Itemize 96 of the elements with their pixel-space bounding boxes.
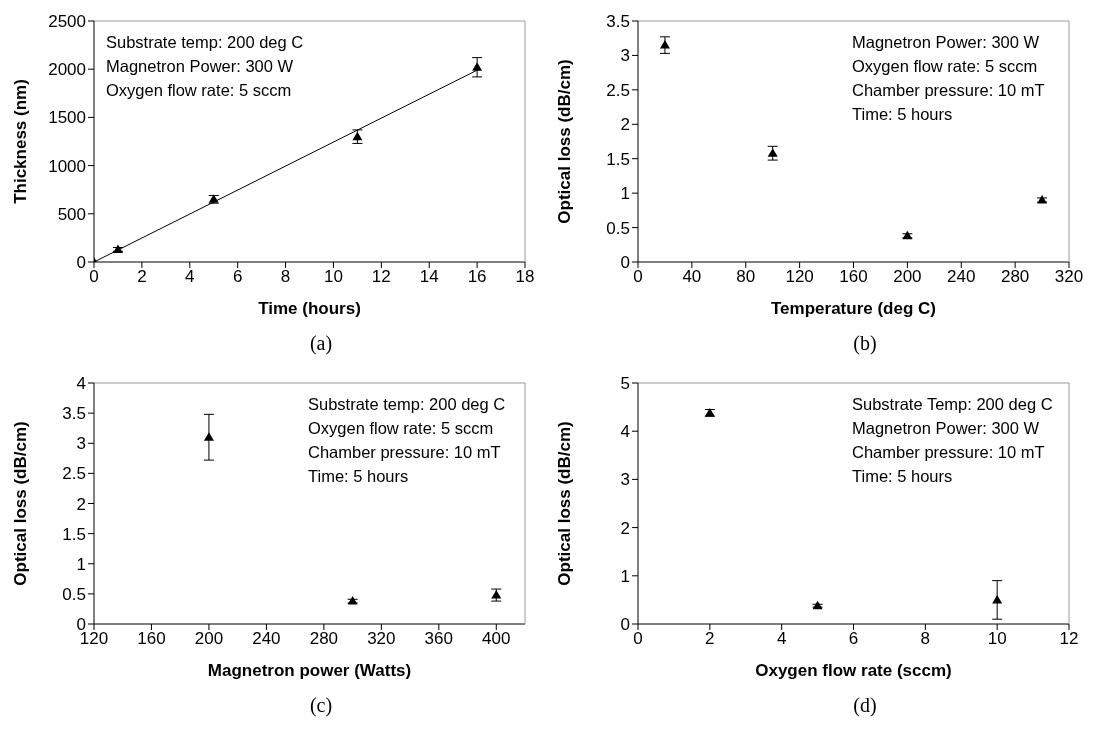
x-tick-label: 4: [185, 267, 195, 287]
y-tick-label: 2.5: [606, 80, 630, 100]
point: [112, 244, 123, 253]
x-tick-label: 16: [467, 267, 487, 287]
y-tick-label: 1: [76, 554, 86, 574]
y-tick-label: 2: [76, 494, 86, 514]
y-tick-label: 2: [620, 518, 630, 538]
x-tick-label: 18: [515, 267, 535, 287]
x-axis-title: Oxygen flow rate (sccm): [755, 661, 952, 680]
x-tick-label: 2: [705, 629, 715, 649]
y-axis-title: Optical loss (dB/cm): [555, 59, 575, 224]
y-tick-label: 1.5: [606, 149, 630, 169]
x-tick-label: 6: [848, 629, 859, 649]
annotation: Time: 5 hours: [852, 104, 954, 125]
text: (b): [852, 332, 878, 355]
point: [902, 230, 913, 240]
point: [472, 62, 483, 71]
y-tick-label: 0.5: [606, 218, 630, 238]
x-tick-label: 280: [1000, 267, 1030, 287]
x-tick-label: 200: [893, 267, 922, 287]
x-tick-label: 0: [633, 629, 643, 649]
x-tick-label: 360: [424, 629, 453, 649]
y-tick-label: 2000: [48, 60, 86, 80]
annotation: Oxygen flow rate: 5 sccm: [308, 418, 495, 439]
x-tick-label: 160: [839, 267, 868, 287]
y-tick-label: 500: [57, 204, 86, 224]
y-tick-label: 1: [620, 566, 630, 586]
x-tick-label: 10: [323, 267, 343, 287]
point: [767, 148, 778, 157]
x-axis-title: Temperature (deg C): [771, 299, 936, 318]
x-tick-label: 280: [309, 629, 339, 649]
x-axis-title: Time (hours): [258, 299, 361, 318]
x-tick-label: 4: [776, 629, 787, 649]
y-tick-label: 3.5: [606, 12, 630, 32]
x-tick-label: 80: [736, 267, 756, 287]
x-tick-label: 6: [232, 267, 243, 287]
y-tick-label: 1000: [48, 156, 86, 176]
x-tick-label: 120: [785, 267, 814, 287]
x-tick-label: 200: [194, 629, 224, 649]
point: [992, 594, 1003, 604]
text: (c): [308, 694, 334, 717]
x-tick-label: 400: [482, 629, 511, 649]
annotation: Chamber pressure: 10 mT: [852, 442, 1046, 463]
annotation: Chamber pressure: 10 mT: [308, 442, 502, 463]
y-tick-label: 4: [76, 374, 86, 394]
annotation: Time: 5 hours: [308, 466, 410, 487]
y-tick-label: 3: [620, 470, 630, 490]
y-axis-title: Thickness (nm): [11, 79, 31, 204]
x-tick-label: 0: [633, 267, 643, 287]
annotation: Magnetron Power: 300 W: [852, 32, 1041, 53]
annotation: Substrate Temp: 200 deg C: [852, 394, 1053, 415]
y-tick-label: 2: [620, 115, 630, 135]
point: [659, 40, 670, 49]
y-tick-label: 0: [76, 253, 86, 273]
y-tick-label: 3.5: [62, 404, 86, 424]
point: [203, 432, 214, 441]
y-tick-label: 2.5: [62, 464, 86, 484]
y-axis-title: Optical loss (dB/cm): [11, 421, 31, 586]
x-tick-label: 14: [419, 267, 439, 287]
y-tick-label: 4: [620, 422, 630, 442]
x-tick-label: 320: [367, 629, 396, 649]
y-axis-title: Optical loss (dB/cm): [555, 421, 575, 586]
x-tick-label: 240: [947, 267, 976, 287]
annotation: Chamber pressure: 10 mT: [852, 80, 1045, 101]
y-tick-label: 0: [620, 615, 630, 635]
x-tick-label: 160: [137, 629, 166, 649]
x-tick-label: 10: [987, 629, 1007, 649]
text: (d): [852, 694, 878, 717]
annotation: Oxygen flow rate: 5 sccm: [106, 80, 293, 101]
annotation: Substrate temp: 200 deg C: [106, 32, 304, 53]
x-tick-label: 2: [137, 267, 147, 287]
x-tick-label: 12: [1059, 629, 1079, 649]
annotation: Time: 5 hours: [852, 466, 954, 487]
x-axis-title: Magnetron power (Watts): [207, 661, 412, 680]
annotation: Magnetron Power: 300 W: [106, 56, 295, 77]
annotation: Oxygen flow rate: 5 sccm: [852, 56, 1039, 77]
x-tick-label: 320: [1054, 267, 1084, 287]
x-tick-label: 8: [920, 629, 931, 649]
text: (a): [308, 332, 334, 355]
y-tick-label: 1500: [48, 108, 86, 128]
y-tick-label: 0.5: [62, 584, 86, 604]
y-tick-label: 1: [620, 184, 630, 204]
y-tick-label: 0: [620, 253, 630, 273]
annotation: Magnetron Power: 300 W: [852, 418, 1041, 439]
y-tick-label: 3: [76, 434, 86, 454]
y-tick-label: 1.5: [62, 524, 86, 544]
x-tick-label: 40: [682, 267, 702, 287]
x-tick-label: 12: [371, 267, 391, 287]
y-tick-label: 3: [620, 46, 630, 66]
y-tick-label: 2500: [48, 12, 86, 32]
annotation: Substrate temp: 200 deg C: [308, 394, 506, 415]
x-tick-label: 8: [280, 267, 291, 287]
x-tick-label: 120: [79, 629, 109, 649]
x-tick-label: 0: [89, 267, 99, 287]
y-tick-label: 5: [620, 374, 630, 394]
x-tick-label: 240: [252, 629, 281, 649]
